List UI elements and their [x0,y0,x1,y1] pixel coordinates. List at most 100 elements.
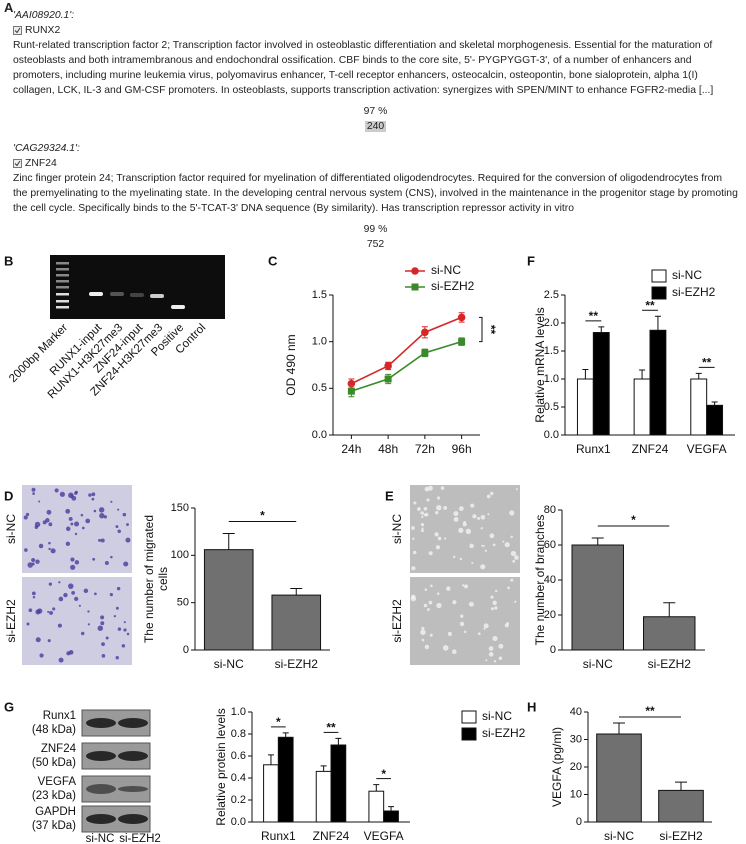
panel-letter: A [4,0,14,15]
gel-image [50,255,225,319]
y-tick-label: 0.0 [231,816,246,828]
legend-label: si-EZH2 [431,279,475,293]
bar [690,378,708,436]
bar [649,329,667,436]
y-tick-label: 20 [544,609,556,621]
y-tick-label: 0.5 [312,382,327,394]
cell [113,615,117,618]
blot-band [118,786,148,792]
cell [31,487,36,492]
cell [512,559,516,563]
cell [494,606,498,610]
cell [452,600,457,605]
blot-column-label: si-NC [86,833,115,844]
y-tick-label: 150 [171,502,189,514]
blot-band [86,814,116,824]
gene-row: RUNX2 [13,23,738,38]
bar [277,736,294,823]
cell [87,623,90,626]
y-tick-label: 2.5 [544,289,559,301]
cell [472,514,477,519]
cell [451,649,457,655]
cell [66,651,71,656]
cell [105,636,109,640]
y-tick-label: 1.5 [312,289,327,301]
y-tick-label: 60 [544,539,556,551]
cell [74,532,78,536]
legend-swatch [461,710,477,724]
y-tick-label: 0.4 [231,772,246,784]
y-tick-label: 0 [576,816,582,828]
cell [440,486,445,490]
cell [100,615,105,620]
cell [123,628,127,632]
cell [88,493,92,497]
score-row: 240 [13,119,738,134]
y-axis-label: The number of branches [533,515,547,646]
cell [424,512,429,517]
cell [510,550,517,557]
cell [459,621,465,627]
cell [48,582,52,586]
cell [490,595,494,599]
cell [57,623,62,628]
cell [488,646,494,651]
cell [435,545,441,550]
cell [39,653,44,658]
x-tick-label: 72h [415,442,435,456]
y-axis-label: cells [156,567,170,591]
cell [110,500,113,503]
bar [383,810,399,823]
cell [423,506,428,511]
legend-label: si-NC [672,268,702,282]
micrograph [22,577,132,665]
cell [480,564,486,570]
cell [421,515,424,519]
y-tick-label: 2.0 [544,317,559,329]
error-bar [675,781,687,791]
cell [481,544,484,547]
cell [429,633,433,637]
cell [58,581,61,584]
cell [68,516,73,521]
cell [428,551,433,556]
cell [94,592,97,596]
panel-letter: D [4,488,13,503]
error-bar [290,587,303,596]
bar [576,378,594,436]
cell [490,607,494,611]
legend-swatch [651,286,667,300]
x-tick-label: ZNF24 [313,829,350,843]
cell [47,610,50,614]
cell [424,486,430,492]
cell [98,538,102,542]
cell [463,630,467,634]
legend-label: si-EZH2 [672,285,716,299]
cell [489,533,495,539]
x-tick-label: VEGFA [364,829,404,843]
cell [100,538,105,543]
cell [428,600,433,605]
cell [494,589,498,593]
cell [492,600,497,606]
cell [502,540,505,543]
gene: RUNX2 [25,25,61,36]
cell [31,558,36,563]
cell [100,621,105,626]
cell [74,491,78,495]
cell [115,525,119,529]
x-tick-label: 24h [341,442,361,456]
cell [48,547,51,551]
score: 752 [366,239,385,250]
bar [263,764,279,823]
cell [420,629,426,635]
cell [98,507,105,513]
cell [444,537,447,540]
blot-band [86,751,116,761]
cell [59,491,65,497]
ladder-band [56,306,69,309]
bar [330,744,347,823]
cell [482,544,485,548]
bar [596,733,642,823]
